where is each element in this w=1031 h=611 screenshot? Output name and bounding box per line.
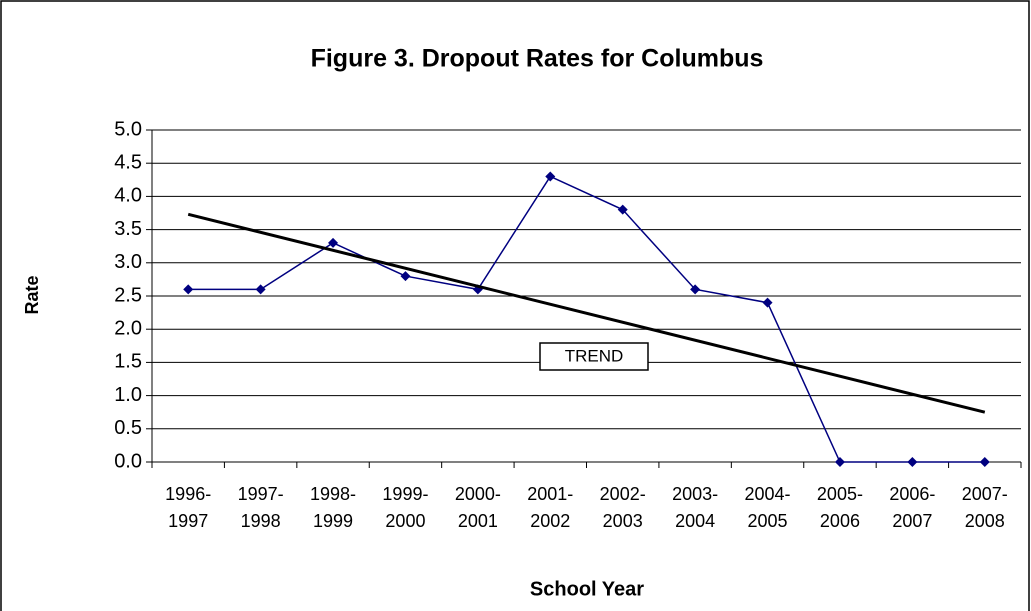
y-tick-label: 2.5: [114, 284, 142, 306]
data-point: [907, 457, 918, 467]
y-tick-label: 3.5: [114, 218, 142, 240]
y-tick-label: 0.0: [114, 450, 142, 472]
data-point: [545, 171, 556, 182]
y-tick-label: 3.0: [114, 251, 142, 273]
y-tick-label: 1.5: [114, 351, 142, 373]
x-tick-label: 2001- 2002: [527, 484, 574, 531]
data-point: [328, 237, 339, 248]
data-point: [762, 297, 773, 308]
x-tick-label: 2005- 2006: [816, 484, 863, 531]
x-tick-label: 2003- 2004: [672, 484, 719, 531]
x-tick-label: 2006- 2007: [889, 484, 936, 531]
x-tick-label: 2007- 2008: [961, 484, 1008, 531]
x-tick-label: 2000- 2001: [454, 484, 501, 531]
x-axis-label: School Year: [530, 578, 644, 600]
data-line: [188, 175, 985, 463]
x-tick-label: 1998- 1999: [310, 484, 357, 531]
trend-line: [187, 212, 986, 414]
chart-title: Figure 3. Dropout Rates for Columbus: [311, 45, 764, 73]
data-point: [979, 457, 990, 467]
data-point: [255, 284, 266, 295]
y-tick-label: 5.0: [114, 118, 142, 140]
y-tick-label: 0.5: [114, 417, 142, 439]
data-point: [400, 271, 411, 282]
trend-label-box: [539, 342, 649, 371]
trend-label: TREND: [565, 346, 624, 365]
y-tick-label: 2.0: [114, 317, 142, 339]
y-axis-label: Rate: [22, 275, 42, 314]
data-point: [834, 457, 845, 467]
x-tick-label: 2002- 2003: [599, 484, 646, 531]
y-tick-label: 4.0: [114, 185, 142, 207]
data-point: [183, 284, 194, 295]
x-tick-label: 1999- 2000: [382, 484, 429, 531]
x-tick-label: 1996- 1997: [165, 484, 212, 531]
y-tick-label: 4.5: [114, 151, 142, 173]
y-tick-label: 1.0: [114, 384, 142, 406]
x-tick-label: 2004- 2005: [744, 484, 791, 531]
data-point: [690, 284, 701, 295]
x-tick-label: 1997- 1998: [237, 484, 284, 531]
data-point: [617, 204, 628, 215]
